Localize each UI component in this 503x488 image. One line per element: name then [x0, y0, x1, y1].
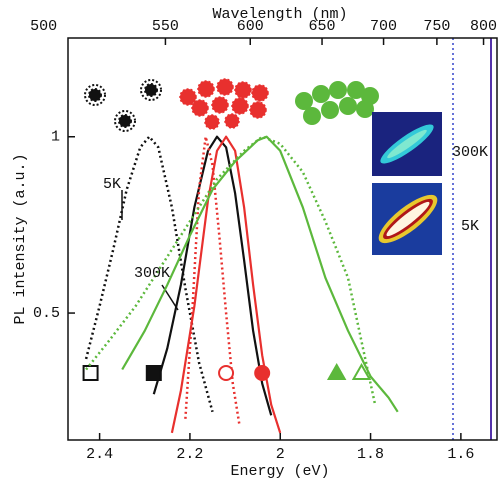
marker	[254, 365, 271, 381]
marker	[351, 362, 372, 380]
x2-tick-label: 800	[470, 18, 497, 35]
inset-images	[372, 112, 442, 255]
series-line	[84, 135, 214, 413]
x-tick-label: 2	[276, 446, 285, 463]
annotation: 5K	[461, 218, 479, 235]
annotation: 300K	[134, 265, 170, 282]
x-axis-label: Energy (eV)	[230, 463, 329, 480]
series-line	[121, 135, 399, 413]
x-tick-label: 2.2	[176, 446, 203, 463]
series-line	[184, 135, 241, 427]
x2-tick-label: 500	[30, 18, 57, 35]
marker	[218, 365, 235, 381]
marker	[326, 362, 347, 380]
x2-axis-label: Wavelength (nm)	[212, 6, 347, 23]
marker	[145, 365, 162, 381]
x2-tick-label: 700	[370, 18, 397, 35]
x2-tick-label: 650	[309, 18, 336, 35]
series-line	[170, 135, 282, 434]
x-tick-label: 2.4	[86, 446, 113, 463]
x2-tick-label: 550	[152, 18, 179, 35]
x2-tick-label: 750	[423, 18, 450, 35]
x2-tick-label: 600	[237, 18, 264, 35]
plot-area	[82, 135, 399, 434]
y-tick-label: 0.5	[33, 305, 60, 322]
annotation: 300K	[452, 144, 488, 161]
x-tick-label: 1.6	[447, 446, 474, 463]
annotation: 5K	[103, 176, 121, 193]
y-axis-label: PL intensity (a.u.)	[12, 153, 29, 324]
particle-icons	[84, 78, 379, 132]
series-line	[85, 135, 377, 405]
x-tick-label: 1.8	[357, 446, 384, 463]
y-tick-label: 1	[51, 129, 60, 146]
plot-frame	[67, 37, 498, 441]
